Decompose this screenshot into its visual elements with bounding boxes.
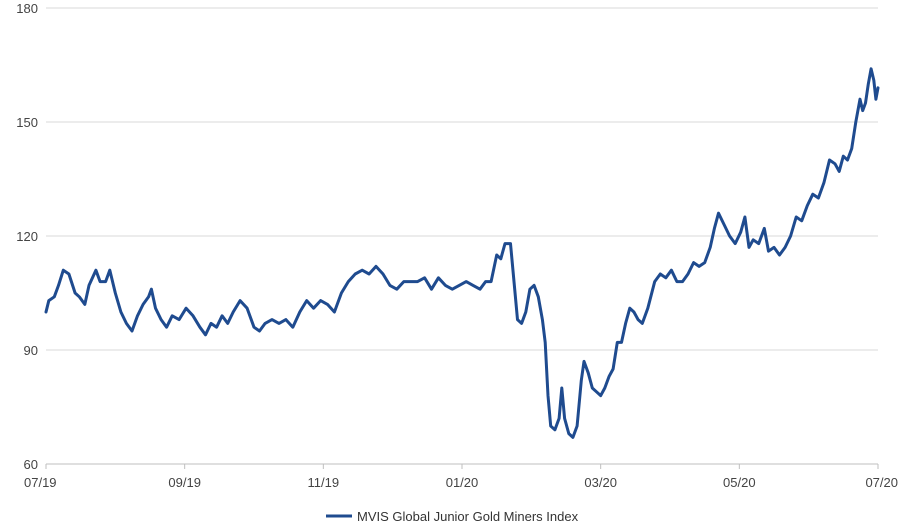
y-tick-label: 90 <box>24 343 38 358</box>
series-layer <box>44 67 880 439</box>
y-tick-label: 120 <box>16 229 38 244</box>
y-axis-tick-labels: 60 90 120 150 180 <box>16 1 38 472</box>
grid-lines <box>46 7 878 351</box>
y-tick-label: 150 <box>16 115 38 130</box>
x-tick-label: 07/19 <box>24 475 57 490</box>
x-axis <box>45 463 879 469</box>
series-line-0 <box>44 67 880 439</box>
x-axis-tick-labels: 07/19 09/19 11/19 01/20 03/20 05/20 07/20 <box>24 475 898 490</box>
y-tick-label: 60 <box>24 457 38 472</box>
x-tick-label: 01/20 <box>446 475 479 490</box>
y-tick-label: 180 <box>16 1 38 16</box>
legend-label: MVIS Global Junior Gold Miners Index <box>357 509 579 524</box>
x-tick-label: 09/19 <box>168 475 201 490</box>
x-tick-label: 11/19 <box>308 475 340 490</box>
legend: MVIS Global Junior Gold Miners Index <box>326 509 579 524</box>
x-tick-label: 03/20 <box>584 475 617 490</box>
x-tick-label: 05/20 <box>723 475 756 490</box>
x-tick-label: 07/20 <box>865 475 898 490</box>
